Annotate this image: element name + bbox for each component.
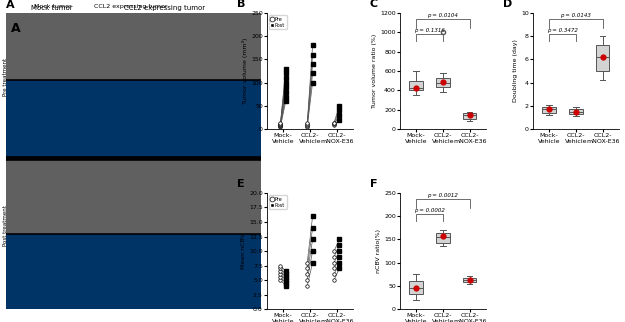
Text: p = 0.1316: p = 0.1316 <box>414 28 445 33</box>
Text: Pre treatment: Pre treatment <box>3 58 8 96</box>
Text: D: D <box>503 0 512 9</box>
Bar <box>176 81 261 155</box>
Bar <box>6 235 91 309</box>
Text: E: E <box>237 179 244 189</box>
Legend: Pre, Post: Pre, Post <box>269 195 286 209</box>
Bar <box>6 81 91 155</box>
Text: p = 0.0012: p = 0.0012 <box>428 193 458 198</box>
Text: F: F <box>370 179 378 189</box>
Text: A: A <box>6 0 15 10</box>
Text: CCL2 expressing tumor: CCL2 expressing tumor <box>94 4 168 9</box>
Bar <box>176 235 261 309</box>
Y-axis label: Doubling time (day): Doubling time (day) <box>513 40 518 102</box>
Text: A: A <box>11 22 21 35</box>
Bar <box>6 161 91 232</box>
Bar <box>569 109 582 114</box>
Text: CCL2 expressing tumor: CCL2 expressing tumor <box>124 5 205 11</box>
Text: p = 0.0143: p = 0.0143 <box>561 13 591 18</box>
Legend: Pre, Post: Pre, Post <box>269 15 286 29</box>
Bar <box>91 161 176 232</box>
Text: C: C <box>370 0 378 9</box>
Bar <box>176 161 261 232</box>
Bar <box>596 45 609 71</box>
Bar <box>91 7 176 78</box>
Bar <box>176 7 261 78</box>
Bar <box>436 233 449 243</box>
Bar <box>436 78 449 88</box>
Bar <box>409 80 422 90</box>
Text: Mock tumor: Mock tumor <box>31 5 73 11</box>
Bar <box>463 278 476 282</box>
Y-axis label: Mean nCBV: Mean nCBV <box>241 233 246 269</box>
Bar <box>6 7 91 78</box>
Text: p = 0.0104: p = 0.0104 <box>428 13 458 18</box>
Y-axis label: Tumor volume ratio (%): Tumor volume ratio (%) <box>372 34 378 108</box>
Text: B: B <box>237 0 246 9</box>
Bar <box>542 107 556 113</box>
Bar <box>91 235 176 309</box>
Text: p = 0.3472: p = 0.3472 <box>547 28 578 33</box>
Text: Post treatment: Post treatment <box>3 205 8 246</box>
Text: p = 0.0002: p = 0.0002 <box>414 208 445 213</box>
Y-axis label: Tumor volume (mm³): Tumor volume (mm³) <box>242 38 248 104</box>
Bar <box>463 113 476 119</box>
Text: Mock tumor: Mock tumor <box>34 4 72 9</box>
Bar <box>409 281 422 294</box>
Y-axis label: nCBV ratio(%): nCBV ratio(%) <box>376 229 381 273</box>
Bar <box>91 81 176 155</box>
